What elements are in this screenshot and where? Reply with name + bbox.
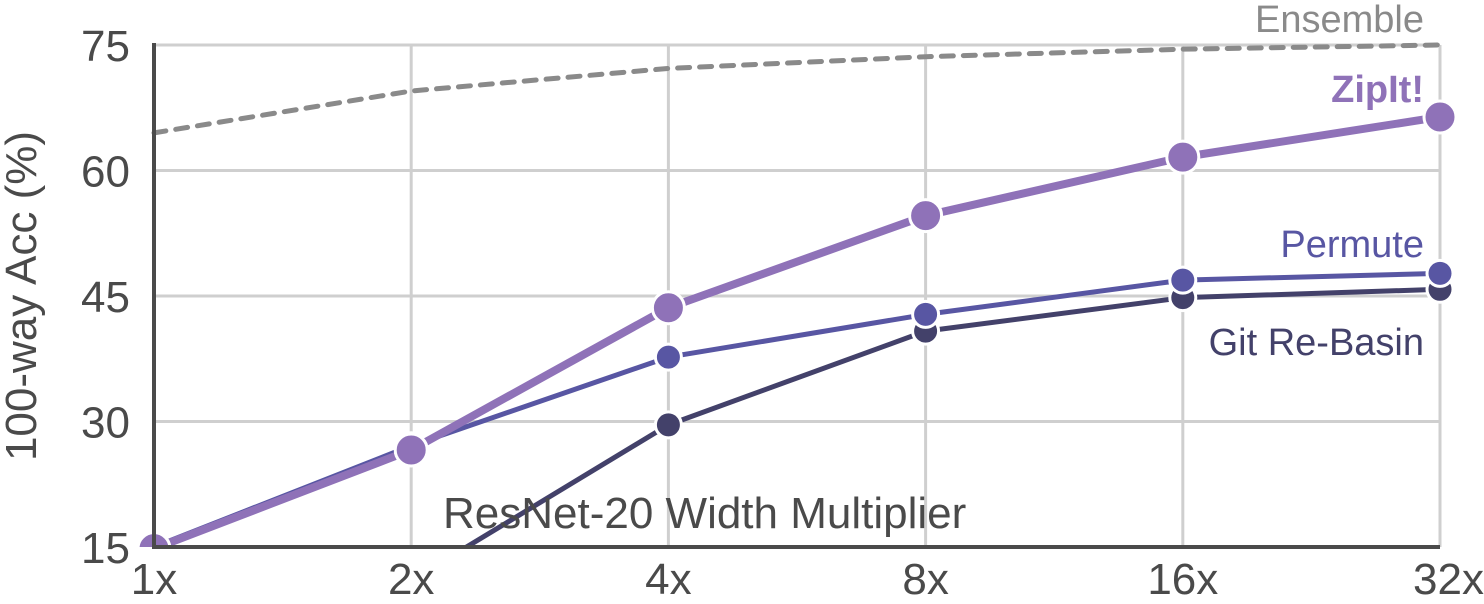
y-tick-label: 15 [81, 524, 130, 573]
data-point [1425, 258, 1455, 288]
series-line-ensemble [151, 42, 1443, 136]
x-axis-title: ResNet-20 Width Multiplier [443, 489, 966, 538]
y-tick-label: 30 [81, 399, 130, 448]
axes: 15 30 45 60 75 1x 2x 4x 8x 16x 32x [81, 22, 1484, 604]
data-point [1165, 139, 1201, 175]
data-point [653, 342, 683, 372]
labels: 100-way Acc (%) ResNet-20 Width Multipli… [0, 0, 1424, 538]
series-label: ZipIt! [1331, 69, 1424, 111]
y-tick-label: 45 [81, 273, 130, 322]
series-line-git-re-basin [461, 286, 1443, 547]
data-point [653, 410, 683, 440]
data-point [393, 432, 429, 468]
y-tick-label: 75 [81, 22, 130, 71]
x-tick-label: 32x [1413, 555, 1484, 604]
x-tick-label: 4x [645, 555, 691, 604]
x-tick-label: 1x [131, 555, 177, 604]
series-line-zipit [150, 112, 1444, 547]
series-label: Permute [1280, 224, 1424, 266]
x-tick-label: 2x [388, 555, 434, 604]
data-point [650, 290, 686, 326]
series-label: Ensemble [1255, 0, 1424, 41]
series-label: Git Re-Basin [1209, 322, 1424, 364]
y-axis-title: 100-way Acc (%) [0, 131, 46, 461]
x-tick-label: 16x [1147, 555, 1218, 604]
x-tick-label: 8x [902, 555, 948, 604]
data-point [908, 198, 944, 234]
y-tick-label: 60 [81, 148, 130, 197]
data-point [911, 299, 941, 329]
data-point [1168, 265, 1198, 295]
data-point [1422, 99, 1458, 135]
